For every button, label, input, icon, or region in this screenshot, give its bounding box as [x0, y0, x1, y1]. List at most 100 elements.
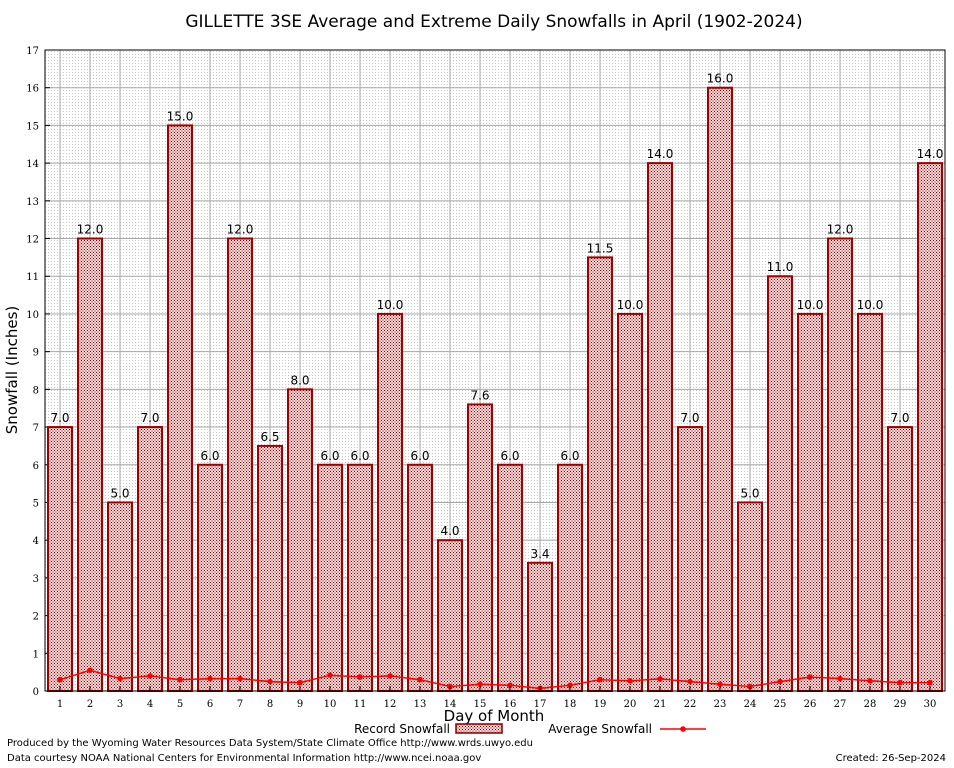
y-tick-label: 8 — [33, 385, 39, 396]
x-tick-label: 24 — [744, 699, 757, 710]
x-tick-label: 17 — [534, 699, 547, 710]
x-tick-label: 4 — [147, 699, 153, 710]
average-snowfall-point — [387, 673, 393, 679]
y-tick-label: 7 — [33, 423, 39, 434]
x-tick-label: 9 — [297, 699, 303, 710]
bar-value-label: 7.0 — [50, 411, 69, 425]
y-axis-label: Snowfall (Inches) — [3, 306, 21, 434]
bar-value-label: 6.0 — [560, 449, 579, 463]
record-snowfall-bar — [257, 444, 283, 693]
bar-value-label: 6.0 — [200, 449, 219, 463]
x-tick-label: 15 — [474, 699, 487, 710]
record-snowfall-bar — [407, 463, 433, 692]
bar-value-label: 6.0 — [350, 449, 369, 463]
plot-area — [45, 50, 945, 691]
x-tick-label: 2 — [87, 699, 93, 710]
bar-value-label: 12.0 — [227, 223, 254, 237]
legend-average-marker — [680, 726, 686, 732]
average-snowfall-point — [147, 673, 153, 679]
record-snowfall-bar — [227, 237, 253, 692]
record-snowfall-bar — [347, 463, 373, 692]
record-snowfall-bar — [467, 403, 493, 692]
bar-value-label: 4.0 — [440, 524, 459, 538]
record-snowfall-bar — [797, 312, 823, 692]
record-snowfall-bar — [197, 463, 223, 692]
average-snowfall-point — [207, 675, 213, 682]
average-snowfall-point — [897, 679, 903, 686]
x-axis-ticks: 1 2 3 4 5 6 7 8 9 10 11 12 13 14 15 16 17 18 19 20 21 22 23 24 2… — [57, 686, 937, 710]
bar-value-label: 6.5 — [260, 430, 279, 444]
average-snowfall-point — [57, 676, 63, 683]
footer-courtesy: Data courtesy NOAA National Centers for … — [7, 753, 482, 764]
x-tick-label: 26 — [804, 699, 817, 710]
x-tick-label: 6 — [207, 699, 213, 710]
legend-average-label: Average Snowfall — [548, 722, 652, 736]
y-tick-label: 14 — [26, 159, 39, 170]
x-tick-label: 20 — [624, 699, 637, 710]
x-tick-label: 28 — [864, 699, 877, 710]
footer-created: Created: 26-Sep-2024 — [835, 753, 946, 764]
x-axis-label: Day of Month — [444, 707, 545, 725]
record-snowfall-bar — [437, 539, 463, 692]
y-tick-label: 6 — [33, 461, 39, 472]
y-tick-label: 9 — [33, 348, 39, 359]
bar-value-label: 6.0 — [410, 449, 429, 463]
record-snowfall-bar — [887, 426, 913, 692]
y-tick-label: 13 — [26, 197, 39, 208]
y-tick-label: 4 — [33, 536, 39, 547]
average-snowfall-point — [327, 672, 333, 678]
plot-frame — [44, 49, 946, 692]
average-snowfall-point — [867, 678, 873, 684]
record-snowfall-bar — [527, 561, 553, 692]
bar-value-label: 10.0 — [617, 298, 644, 312]
x-tick-label: 25 — [774, 699, 787, 710]
y-tick-label: 10 — [26, 310, 39, 321]
legend-record-label: Record Snowfall — [354, 722, 450, 736]
average-snowfall-point — [567, 682, 573, 689]
record-snowfall-bar — [107, 501, 133, 692]
average-snowfall-point — [417, 676, 423, 683]
y-tick-label: 0 — [33, 687, 39, 698]
y-tick-label: 16 — [26, 84, 39, 95]
average-snowfall-point — [657, 676, 663, 682]
x-tick-label: 29 — [894, 699, 907, 710]
bar-value-label: 10.0 — [797, 298, 824, 312]
x-tick-label: 30 — [924, 699, 937, 710]
x-tick-label: 22 — [684, 699, 697, 710]
average-snowfall-point — [267, 678, 273, 685]
bar-value-label: 11.5 — [587, 241, 614, 255]
average-snowfall-point — [627, 678, 633, 684]
x-tick-label: 1 — [57, 699, 63, 710]
y-tick-label: 5 — [33, 498, 39, 509]
record-snowfall-bar — [737, 501, 763, 692]
record-snowfall-bar — [77, 237, 103, 692]
record-snowfall-bar — [137, 426, 163, 692]
x-tick-label: 13 — [414, 699, 427, 710]
record-snowfall-bar — [317, 463, 343, 692]
record-snowfall-bar — [677, 426, 703, 692]
legend: Record Snowfall Average Snowfall — [354, 722, 706, 736]
bar-value-label: 8.0 — [290, 373, 309, 387]
record-snowfall-bar — [827, 237, 853, 692]
bar-data-labels: 7.0 12.0 5.0 7.0 15.0 6.0 12.0 6.5 8.0 6.0 6.0 10.0… — [50, 72, 943, 561]
y-tick-label: 2 — [33, 612, 39, 623]
x-tick-label: 7 — [237, 699, 243, 710]
record-snowfall-bar — [767, 275, 793, 692]
x-tick-label: 11 — [354, 699, 367, 710]
record-snowfall-bar — [587, 256, 613, 692]
x-tick-label: 27 — [834, 699, 847, 710]
average-snowfall-point — [777, 678, 783, 685]
bar-value-label: 15.0 — [167, 109, 194, 123]
bar-value-label: 12.0 — [827, 223, 854, 237]
bar-value-label: 12.0 — [77, 223, 104, 237]
bar-value-label: 16.0 — [707, 72, 734, 86]
y-tick-label: 15 — [26, 121, 39, 132]
average-snowfall-point — [507, 682, 513, 689]
bar-value-label: 6.0 — [320, 449, 339, 463]
average-snowfall-point — [717, 681, 723, 688]
chart-title: GILLETTE 3SE Average and Extreme Daily S… — [185, 12, 802, 32]
y-tick-label: 11 — [26, 272, 39, 283]
bar-value-label: 11.0 — [767, 260, 794, 274]
average-snowfall-point — [837, 675, 843, 682]
